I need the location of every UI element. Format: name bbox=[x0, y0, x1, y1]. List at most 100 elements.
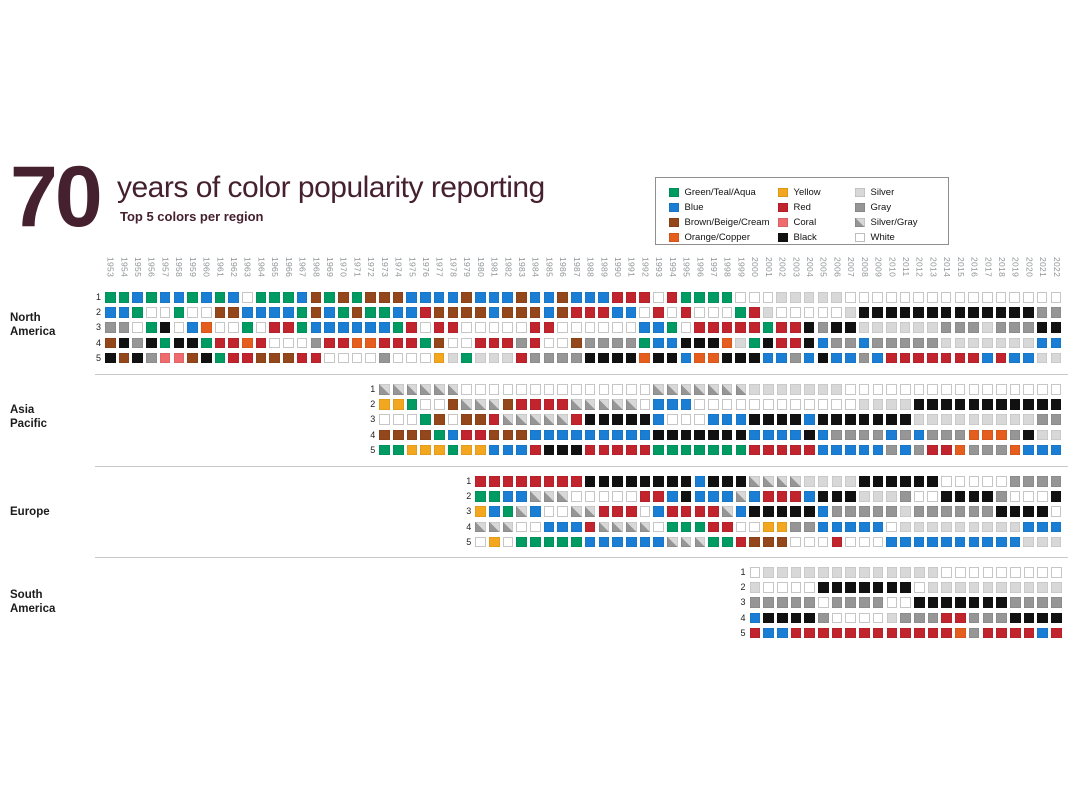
color-cell bbox=[680, 536, 692, 548]
year-label: 1985 bbox=[544, 257, 555, 278]
color-cell bbox=[721, 521, 733, 533]
color-cell bbox=[941, 567, 952, 578]
color-cell bbox=[872, 399, 884, 410]
color-cell bbox=[680, 307, 692, 318]
color-cell bbox=[146, 292, 157, 303]
color-cell bbox=[543, 307, 555, 318]
color-cell bbox=[653, 506, 664, 517]
color-cell bbox=[625, 429, 637, 441]
color-cell bbox=[899, 384, 911, 395]
color-cell bbox=[420, 399, 431, 410]
color-cell bbox=[804, 429, 815, 441]
color-cell bbox=[680, 444, 692, 456]
color-cell bbox=[694, 476, 706, 487]
color-cell bbox=[995, 292, 1007, 303]
color-cell bbox=[434, 399, 445, 410]
color-cell bbox=[625, 292, 637, 303]
color-cell bbox=[817, 429, 829, 441]
color-cell bbox=[406, 307, 418, 318]
color-cell bbox=[954, 444, 966, 456]
color-cell bbox=[1036, 307, 1048, 318]
year-label: 2015 bbox=[955, 257, 966, 278]
color-cell bbox=[790, 536, 802, 548]
color-cell bbox=[831, 612, 843, 624]
legend-item: Brown/Beige/Cream bbox=[669, 215, 770, 230]
color-cell bbox=[1051, 597, 1062, 608]
color-cell bbox=[968, 521, 980, 533]
color-cell bbox=[1023, 506, 1034, 517]
color-cell bbox=[968, 582, 980, 593]
color-cell bbox=[502, 444, 514, 456]
color-cell bbox=[899, 322, 911, 333]
color-cell bbox=[941, 597, 952, 608]
color-cell bbox=[242, 307, 253, 318]
color-cell bbox=[818, 582, 829, 593]
color-cell bbox=[584, 491, 596, 502]
color-cell bbox=[721, 292, 733, 303]
year-label: 2012 bbox=[914, 257, 925, 278]
color-cell bbox=[392, 384, 404, 395]
color-cell bbox=[584, 337, 596, 349]
color-cell bbox=[708, 414, 719, 425]
legend-swatch bbox=[669, 187, 679, 198]
color-cell bbox=[817, 307, 829, 318]
color-cell bbox=[461, 337, 472, 349]
color-cell bbox=[694, 429, 706, 441]
color-cell bbox=[570, 352, 582, 364]
year-label: 2019 bbox=[1010, 257, 1021, 278]
color-cell bbox=[598, 352, 609, 364]
color-cell bbox=[433, 292, 445, 303]
color-cell bbox=[845, 429, 856, 441]
color-cell bbox=[707, 337, 719, 349]
color-cell bbox=[721, 414, 733, 425]
color-cell bbox=[845, 597, 857, 608]
color-cell bbox=[735, 399, 747, 410]
color-cell bbox=[790, 384, 801, 395]
rank-row: 1 bbox=[741, 567, 1062, 578]
color-cell bbox=[447, 292, 459, 303]
color-cell bbox=[461, 322, 472, 333]
color-cell bbox=[982, 612, 994, 624]
color-cell bbox=[708, 506, 719, 517]
color-cell bbox=[159, 337, 171, 349]
color-cell bbox=[996, 597, 1007, 608]
color-cell bbox=[242, 352, 253, 364]
color-cell bbox=[1023, 292, 1034, 303]
color-cell bbox=[269, 337, 281, 349]
color-cell bbox=[420, 384, 431, 395]
color-cell bbox=[708, 399, 719, 410]
color-cell bbox=[721, 536, 733, 548]
color-cell bbox=[173, 352, 185, 364]
color-cell bbox=[557, 414, 568, 425]
color-cell bbox=[858, 352, 870, 364]
year-label: 2006 bbox=[832, 257, 843, 278]
color-cell bbox=[653, 307, 664, 318]
color-cell bbox=[667, 414, 678, 425]
color-cell bbox=[804, 491, 815, 502]
color-cell bbox=[667, 506, 678, 517]
color-cell bbox=[927, 491, 939, 502]
color-cell bbox=[543, 337, 555, 349]
color-cell bbox=[955, 567, 966, 578]
page-subtitle: Top 5 colors per region bbox=[120, 209, 264, 224]
color-cell bbox=[762, 292, 774, 303]
color-cell bbox=[735, 506, 747, 517]
color-cell bbox=[1009, 612, 1021, 624]
color-cell bbox=[844, 322, 856, 333]
color-cell bbox=[598, 429, 610, 441]
color-cell bbox=[762, 399, 774, 410]
color-cell bbox=[502, 384, 514, 395]
color-cell bbox=[708, 429, 719, 441]
color-cell bbox=[941, 399, 952, 410]
color-cell bbox=[365, 307, 376, 318]
color-cell bbox=[557, 292, 568, 303]
color-cell bbox=[530, 536, 541, 548]
color-cell bbox=[694, 536, 706, 548]
color-cell bbox=[982, 337, 993, 349]
color-cell bbox=[1037, 491, 1048, 502]
color-cell bbox=[530, 444, 541, 456]
color-cell bbox=[831, 521, 843, 533]
legend-item: Green/Teal/Aqua bbox=[669, 185, 770, 200]
color-cell bbox=[379, 322, 390, 333]
color-cell bbox=[790, 352, 801, 364]
